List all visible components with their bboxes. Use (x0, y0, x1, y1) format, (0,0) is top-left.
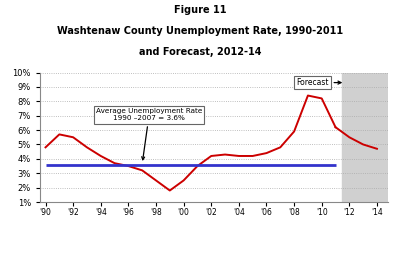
Bar (342, 73, 395, 202)
Text: Forecast: Forecast (296, 78, 341, 87)
Text: and Forecast, 2012-14: and Forecast, 2012-14 (139, 47, 261, 57)
Text: Average Unemployment Rate
1990 –2007 = 3.6%: Average Unemployment Rate 1990 –2007 = 3… (96, 109, 202, 160)
Text: Figure 11: Figure 11 (174, 5, 226, 15)
Text: Washtenaw County Unemployment Rate, 1990-2011: Washtenaw County Unemployment Rate, 1990… (57, 26, 343, 36)
